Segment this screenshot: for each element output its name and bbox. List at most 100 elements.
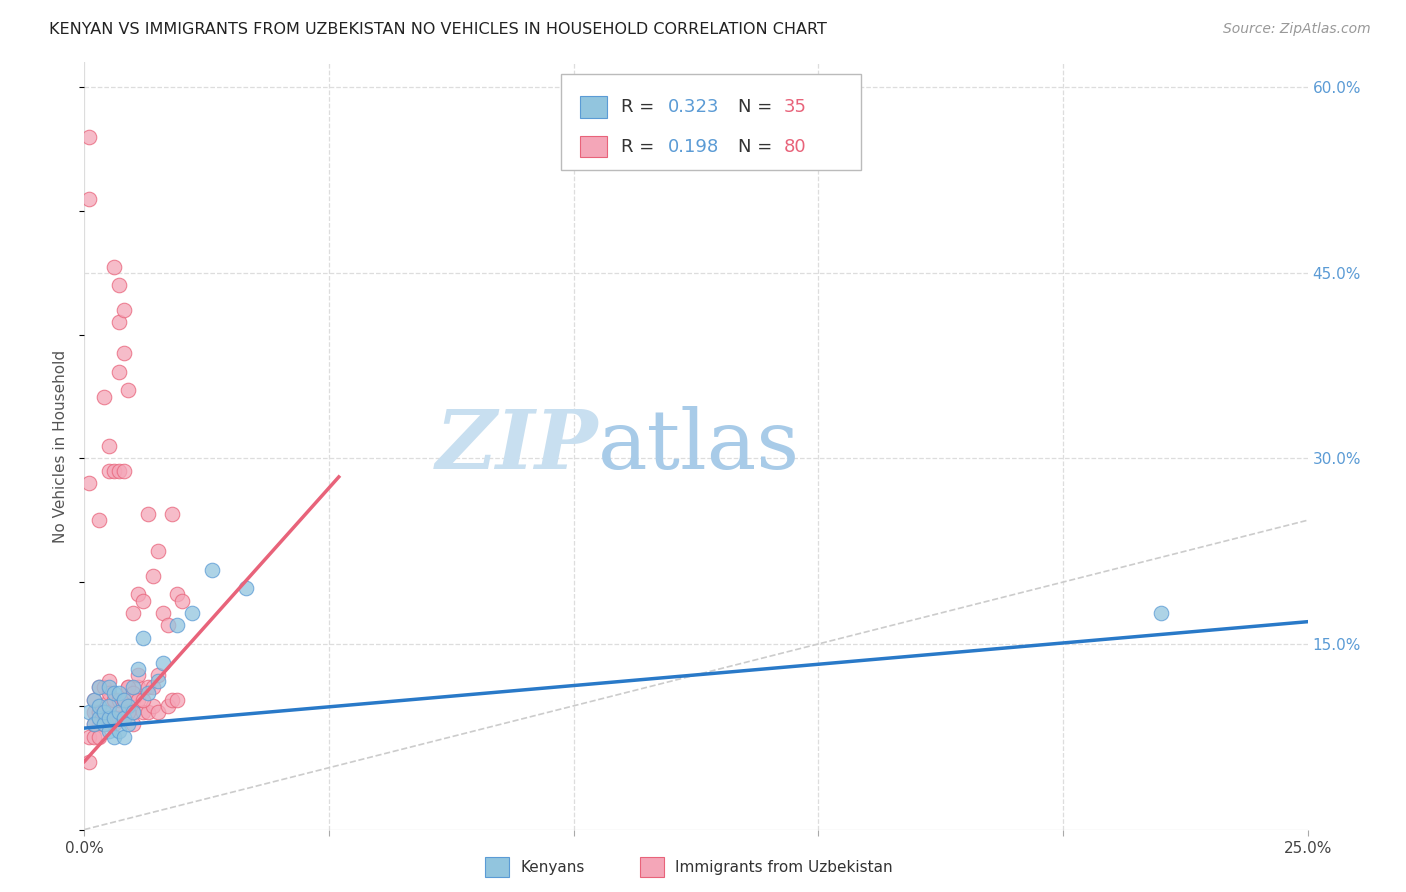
Point [132,593,155,607]
Point [87,698,110,713]
Point [93,680,115,694]
Point [152,656,174,670]
Point [122,705,145,719]
Point [107,315,129,329]
Text: Source: ZipAtlas.com: Source: ZipAtlas.com [1223,22,1371,37]
Point [87,717,110,731]
Point [117,680,139,694]
Text: ZIP: ZIP [436,406,598,486]
Point [97,680,120,694]
Point [107,278,129,293]
Point [97,698,120,713]
Point [136,507,159,521]
Point [97,674,120,689]
Point [103,686,125,700]
Point [97,692,120,706]
Point [87,730,110,744]
Point [112,346,135,360]
Text: Kenyans: Kenyans [520,860,585,874]
Y-axis label: No Vehicles in Household: No Vehicles in Household [53,350,69,542]
Point [103,730,125,744]
Text: N =: N = [738,137,778,155]
Point [103,711,125,725]
Point [107,705,129,719]
Point [122,686,145,700]
Point [127,680,149,694]
Point [103,260,125,274]
Point [200,563,222,577]
Point [107,365,129,379]
Point [103,717,125,731]
Point [112,692,135,706]
Point [122,717,145,731]
Point [166,587,188,601]
Point [107,723,129,738]
Point [107,705,129,719]
Point [103,711,125,725]
Point [181,606,204,620]
Point [107,692,129,706]
Point [103,692,125,706]
Point [93,705,115,719]
Point [77,705,100,719]
Bar [640,857,664,877]
Point [136,680,159,694]
Point [162,507,184,521]
Point [166,618,188,632]
Point [117,698,139,713]
Point [127,692,149,706]
Point [146,668,169,682]
Point [93,717,115,731]
Point [87,513,110,527]
Point [97,464,120,478]
Point [117,705,139,719]
Text: Immigrants from Uzbekistan: Immigrants from Uzbekistan [675,860,893,874]
Point [93,705,115,719]
Point [97,439,120,453]
Point [152,606,174,620]
Point [77,129,100,144]
Text: 80: 80 [785,137,807,155]
Point [112,692,135,706]
Text: R =: R = [621,137,661,155]
Point [97,686,120,700]
Point [93,717,115,731]
Point [83,730,105,744]
Point [136,705,159,719]
Point [146,705,169,719]
Point [136,686,159,700]
Point [77,730,100,744]
Text: 0.198: 0.198 [668,137,718,155]
Point [87,680,110,694]
Point [156,698,179,713]
Point [117,680,139,694]
Bar [579,96,606,118]
Point [112,464,135,478]
Point [162,692,184,706]
Point [112,711,135,725]
Bar [485,857,509,877]
Point [117,717,139,731]
Point [127,668,149,682]
Point [93,390,115,404]
Point [83,717,105,731]
Point [127,587,149,601]
Point [112,302,135,317]
Point [97,723,120,738]
Point [166,692,188,706]
Point [132,692,155,706]
Point [77,192,100,206]
Point [83,705,105,719]
Point [117,705,139,719]
Point [112,711,135,725]
Point [87,680,110,694]
Point [132,631,155,645]
Point [87,705,110,719]
Point [77,476,100,491]
Point [172,593,194,607]
Point [107,464,129,478]
Text: KENYAN VS IMMIGRANTS FROM UZBEKISTAN NO VEHICLES IN HOUSEHOLD CORRELATION CHART: KENYAN VS IMMIGRANTS FROM UZBEKISTAN NO … [49,22,827,37]
Point [112,730,135,744]
Point [93,711,115,725]
Point [97,711,120,725]
